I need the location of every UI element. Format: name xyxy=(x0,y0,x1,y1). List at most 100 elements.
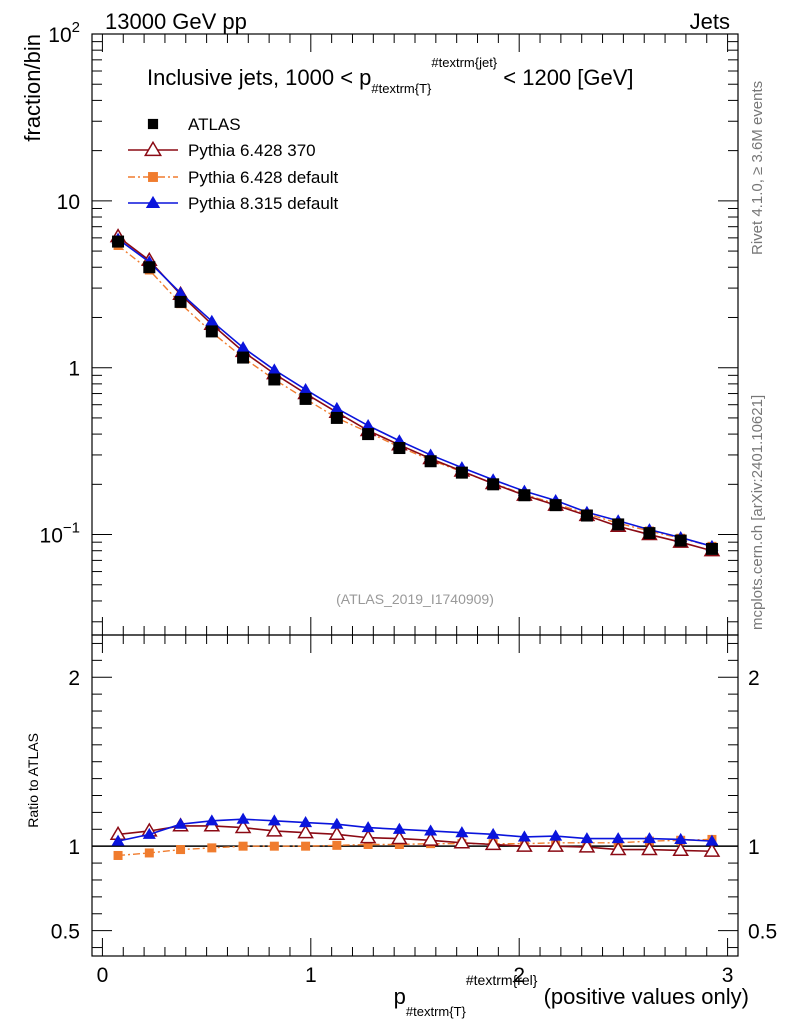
rivet-label: Rivet 4.1.0, ≥ 3.6M events xyxy=(749,81,766,255)
legend-marker-py8_default xyxy=(145,195,161,209)
main-point-atlas-6 xyxy=(299,392,312,405)
ratio-line-py8_default xyxy=(117,818,712,842)
main-ytick-base: 1 xyxy=(68,358,80,381)
main-point-atlas-8 xyxy=(362,428,375,441)
ratio-ylabel: Ratio to ATLAS xyxy=(25,733,41,828)
ratio-ytick-label-right-2: 2 xyxy=(748,667,760,690)
main-point-atlas-11 xyxy=(455,466,468,479)
main-point-atlas-17 xyxy=(643,527,656,540)
analysis-watermark: (ATLAS_2019_I1740909) xyxy=(336,591,494,607)
legend-marker-py6_default xyxy=(148,172,158,182)
title-sub: #textrm{T} xyxy=(371,81,432,96)
main-ytick-label-0.1: 10−1 xyxy=(40,520,80,548)
main-ytick-exp: 2 xyxy=(72,19,80,36)
ratio-point-py6_370-11 xyxy=(453,834,471,849)
ratio-point-py8_default-2 xyxy=(174,817,188,829)
main-point-atlas-4 xyxy=(237,351,250,364)
title-main: Inclusive jets, 1000 < p xyxy=(147,65,371,90)
ratio-point-py6_370-5 xyxy=(266,822,283,837)
main-point-py8_default-2 xyxy=(174,286,188,298)
ratio-point-py6_370-9 xyxy=(391,830,408,845)
ratio-point-py8_default-7 xyxy=(330,817,344,829)
ratio-panel-frame xyxy=(91,634,739,957)
legend-marker-atlas xyxy=(147,118,159,130)
main-point-atlas-5 xyxy=(268,373,281,386)
ratio-point-py6_default-3 xyxy=(207,843,217,853)
ratio-ytick-label-left-2: 2 xyxy=(68,667,80,690)
main-ylabel: fraction/bin xyxy=(20,34,45,142)
ratio-point-py6_370-19 xyxy=(703,842,721,857)
main-point-atlas-3 xyxy=(205,325,218,338)
legend-label-py6_default: Pythia 6.428 default xyxy=(188,168,339,187)
main-point-atlas-7 xyxy=(330,411,343,424)
ratio-point-py6_370-16 xyxy=(609,841,627,856)
main-ytick-label-10: 10 xyxy=(57,191,80,214)
plot-title: Inclusive jets, 1000 < p#textrm{T} #textr… xyxy=(147,55,634,96)
title-sup: #textrm{jet} xyxy=(431,55,497,70)
ratio-point-py6_default-5 xyxy=(269,841,279,851)
ratio-point-py8_default-1 xyxy=(142,827,156,839)
ratio-point-py6_default-1 xyxy=(144,848,154,858)
legend-label-py6_370: Pythia 6.428 370 xyxy=(188,141,316,160)
ratio-point-py8_default-10 xyxy=(424,824,438,836)
ratio-point-py8_default-15 xyxy=(580,832,594,844)
xlabel-tail: (positive values only) xyxy=(537,984,749,1009)
main-point-atlas-12 xyxy=(487,478,500,491)
main-point-atlas-1 xyxy=(143,261,156,274)
main-point-atlas-9 xyxy=(393,442,406,455)
main-ytick-base: 10 xyxy=(48,24,71,47)
main-point-atlas-2 xyxy=(174,295,187,308)
xlabel-main: p xyxy=(394,984,406,1009)
ratio-point-py8_default-14 xyxy=(549,829,563,841)
ratio-point-py6_370-4 xyxy=(234,819,252,834)
ratio-ytick-label-left-0.5: 0.5 xyxy=(51,921,80,944)
main-ytick-base: 10 xyxy=(40,525,63,548)
ratio-ytick-label-left-1: 1 xyxy=(68,836,80,859)
main-point-py8_default-7 xyxy=(330,401,344,413)
ratio-point-py8_default-8 xyxy=(361,821,375,833)
ratio-point-py6_default-0 xyxy=(113,850,123,860)
ratio-point-py8_default-9 xyxy=(392,822,406,834)
header-left: 13000 GeV pp xyxy=(105,9,247,34)
ratio-point-py6_370-15 xyxy=(578,838,596,853)
ratio-point-py8_default-6 xyxy=(299,816,313,828)
main-point-py8_default-3 xyxy=(205,314,219,326)
ratio-point-py6_default-7 xyxy=(332,840,342,850)
title-tail: < 1200 [GeV] xyxy=(497,65,633,90)
main-point-atlas-18 xyxy=(674,534,687,547)
main-point-atlas-0 xyxy=(112,235,125,248)
legend: ATLAS Pythia 6.428 370 Pythia 6.428 defaul… xyxy=(128,115,339,213)
x-tick-label-1: 1 xyxy=(305,964,317,987)
ratio-point-py6_370-17 xyxy=(641,841,658,856)
ratio-point-py6_370-8 xyxy=(359,829,377,844)
ratio-point-py6_370-12 xyxy=(484,836,502,851)
ratio-point-py8_default-12 xyxy=(486,827,500,839)
main-point-atlas-19 xyxy=(705,542,718,555)
main-line-py8_default xyxy=(117,238,713,548)
xlabel-sub: #textrm{T} xyxy=(406,1004,467,1019)
ratio-point-py6_370-7 xyxy=(328,825,346,841)
ratio-point-py6_default-2 xyxy=(176,845,186,855)
main-point-atlas-14 xyxy=(549,499,562,512)
ratio-ytick-label-right-1: 1 xyxy=(748,836,760,859)
ratio-point-py8_default-16 xyxy=(611,832,625,844)
ratio-point-py6_370-6 xyxy=(297,824,314,839)
x-tick-label-2: 2 xyxy=(513,964,525,987)
main-point-py8_default-5 xyxy=(267,363,281,375)
main-line-py6_default xyxy=(117,244,713,548)
ratio-point-py8_default-5 xyxy=(267,814,281,826)
ratio-point-py8_default-17 xyxy=(642,832,656,844)
main-ytick-label-100: 102 xyxy=(48,19,80,47)
x-tick-label-0: 0 xyxy=(97,964,109,987)
ratio-series-group xyxy=(92,812,738,860)
legend-label-py8_default: Pythia 8.315 default xyxy=(188,194,339,213)
ratio-point-py8_default-19 xyxy=(705,834,719,846)
ratio-point-py6_default-4 xyxy=(238,841,248,851)
ratio-point-py8_default-18 xyxy=(674,832,688,844)
legend-marker-py6_370 xyxy=(143,140,163,157)
main-ytick-base: 10 xyxy=(57,191,80,214)
main-series-group xyxy=(109,228,721,557)
header-right: Jets xyxy=(690,9,730,34)
